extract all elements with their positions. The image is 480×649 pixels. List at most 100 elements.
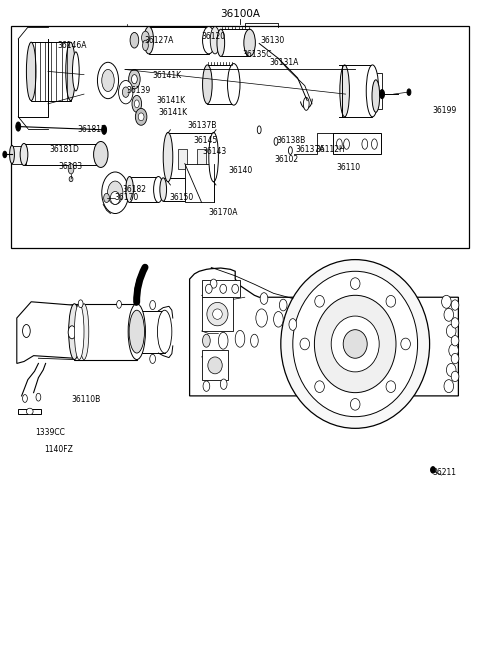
Ellipse shape	[144, 27, 154, 54]
Ellipse shape	[104, 193, 109, 202]
Ellipse shape	[289, 319, 297, 330]
Ellipse shape	[108, 181, 123, 204]
Ellipse shape	[257, 126, 261, 134]
Text: 36141K: 36141K	[156, 96, 185, 105]
Ellipse shape	[244, 29, 255, 56]
Ellipse shape	[444, 380, 454, 393]
Bar	[202, 297, 233, 331]
Text: 36150: 36150	[169, 193, 193, 202]
Ellipse shape	[344, 139, 349, 149]
Ellipse shape	[154, 177, 163, 202]
Ellipse shape	[203, 334, 210, 347]
Ellipse shape	[143, 40, 148, 51]
Ellipse shape	[102, 125, 107, 134]
Bar	[24, 144, 101, 165]
Ellipse shape	[372, 80, 380, 112]
Ellipse shape	[68, 164, 74, 174]
Ellipse shape	[20, 143, 28, 165]
Text: 36110: 36110	[336, 163, 360, 172]
Bar	[197, 149, 206, 169]
Ellipse shape	[444, 308, 454, 321]
Text: 36141K: 36141K	[153, 71, 182, 80]
Ellipse shape	[217, 29, 225, 56]
Bar	[12, 146, 26, 164]
Ellipse shape	[293, 271, 418, 417]
Ellipse shape	[208, 357, 222, 374]
Ellipse shape	[209, 132, 218, 182]
Ellipse shape	[210, 279, 217, 288]
Ellipse shape	[372, 139, 377, 149]
Polygon shape	[190, 268, 458, 396]
Bar	[137, 311, 165, 353]
Ellipse shape	[451, 300, 459, 310]
Ellipse shape	[23, 395, 27, 402]
Ellipse shape	[26, 42, 36, 101]
Ellipse shape	[79, 304, 89, 360]
Text: 36130: 36130	[261, 36, 285, 45]
Text: 1339CC: 1339CC	[35, 428, 65, 437]
Ellipse shape	[288, 147, 292, 154]
Bar	[207, 65, 234, 104]
Ellipse shape	[102, 69, 114, 92]
Ellipse shape	[36, 393, 41, 401]
Ellipse shape	[72, 52, 79, 91]
Text: 36199: 36199	[432, 106, 456, 115]
Ellipse shape	[142, 31, 149, 44]
Bar	[149, 27, 209, 54]
Ellipse shape	[350, 398, 360, 410]
Ellipse shape	[132, 75, 137, 84]
Text: 36120: 36120	[202, 32, 226, 42]
Ellipse shape	[213, 309, 222, 319]
Text: 36137A: 36137A	[296, 145, 325, 154]
Ellipse shape	[220, 379, 227, 389]
Bar	[221, 29, 250, 56]
Ellipse shape	[228, 64, 240, 105]
Text: 36112H: 36112H	[316, 145, 346, 154]
Ellipse shape	[26, 408, 33, 415]
Bar	[178, 149, 187, 169]
Ellipse shape	[130, 32, 139, 48]
Text: 36182: 36182	[123, 185, 147, 194]
Ellipse shape	[314, 295, 396, 393]
Ellipse shape	[16, 122, 21, 131]
Ellipse shape	[3, 151, 7, 158]
Ellipse shape	[274, 138, 278, 145]
Ellipse shape	[218, 332, 228, 349]
Ellipse shape	[315, 295, 324, 307]
Ellipse shape	[138, 113, 144, 121]
Ellipse shape	[134, 100, 139, 108]
Ellipse shape	[135, 108, 147, 125]
Text: 36135C: 36135C	[242, 50, 272, 59]
Ellipse shape	[401, 338, 410, 350]
Ellipse shape	[232, 284, 239, 293]
Ellipse shape	[210, 27, 220, 54]
Text: 36146A: 36146A	[58, 41, 87, 50]
Text: 36181B: 36181B	[78, 125, 107, 134]
Ellipse shape	[129, 69, 140, 89]
Ellipse shape	[235, 330, 245, 347]
Ellipse shape	[449, 344, 458, 357]
Ellipse shape	[260, 293, 268, 304]
Ellipse shape	[303, 97, 309, 110]
Bar	[31, 42, 71, 101]
Ellipse shape	[129, 310, 144, 353]
Polygon shape	[18, 409, 41, 414]
Text: 36170A: 36170A	[209, 208, 238, 217]
Ellipse shape	[362, 139, 368, 149]
Text: 36170: 36170	[114, 193, 139, 202]
Text: 36137B: 36137B	[187, 121, 216, 130]
Bar	[11, 26, 469, 248]
Ellipse shape	[69, 304, 80, 360]
Text: 36143: 36143	[202, 147, 227, 156]
Bar	[333, 133, 381, 154]
Text: 36127A: 36127A	[144, 36, 173, 45]
Ellipse shape	[68, 326, 76, 339]
Ellipse shape	[279, 299, 287, 311]
Ellipse shape	[446, 363, 456, 376]
Text: 36139: 36139	[126, 86, 151, 95]
Ellipse shape	[331, 316, 379, 372]
Ellipse shape	[386, 295, 396, 307]
Text: 36141K: 36141K	[158, 108, 188, 117]
Ellipse shape	[281, 260, 430, 428]
Text: 36110B: 36110B	[71, 395, 100, 404]
